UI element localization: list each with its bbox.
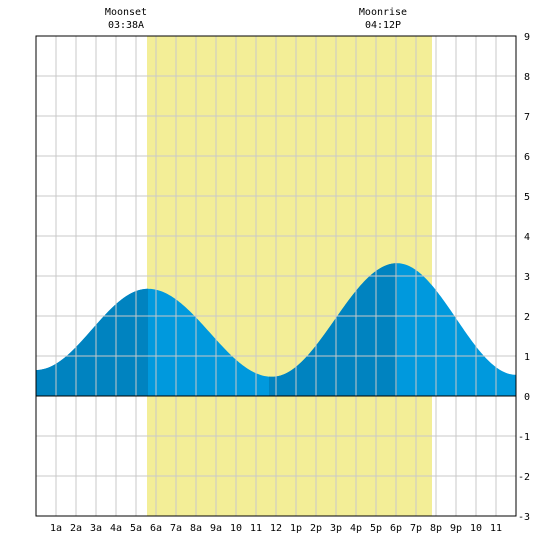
x-tick-label: 5p <box>370 523 382 534</box>
x-tick-label: 6p <box>390 523 402 534</box>
x-tick-label: 1p <box>290 523 302 534</box>
y-axis-labels: -3 -2 -1 0 1 2 3 4 5 6 7 8 9 <box>518 32 530 523</box>
x-tick-label: 6a <box>150 523 162 534</box>
x-tick-label: 9a <box>210 523 222 534</box>
y-tick-label: 8 <box>524 72 530 83</box>
x-tick-label: 11 <box>490 523 502 534</box>
y-tick-label: 0 <box>524 392 530 403</box>
y-tick-label: 5 <box>524 192 530 203</box>
x-tick-label: 8p <box>430 523 442 534</box>
x-tick-label: 4p <box>350 523 362 534</box>
moonrise-label: Moonrise <box>359 7 407 18</box>
x-tick-label: 2p <box>310 523 322 534</box>
x-tick-label: 2a <box>70 523 82 534</box>
x-tick-label: 10 <box>470 523 482 534</box>
y-tick-label: -2 <box>518 472 530 483</box>
moonset-time: 03:38A <box>108 20 144 31</box>
y-tick-label: 1 <box>524 352 530 363</box>
plot-frame <box>35 35 517 517</box>
x-tick-label: 4a <box>110 523 122 534</box>
y-tick-label: 3 <box>524 272 530 283</box>
x-tick-label: 1a <box>50 523 62 534</box>
y-tick-label: -3 <box>518 512 530 523</box>
x-tick-label: 12 <box>270 523 282 534</box>
x-tick-label: 7p <box>410 523 422 534</box>
y-tick-label: 6 <box>524 152 530 163</box>
x-axis-labels: 1a 2a 3a 4a 5a 6a 7a 8a 9a 10 11 12 1p 2p 3p 4p 5p 6p 7p 8p… <box>50 523 502 534</box>
x-tick-label: 9p <box>450 523 462 534</box>
x-tick-label: 11 <box>250 523 262 534</box>
x-tick-label: 3p <box>330 523 342 534</box>
y-tick-label: 2 <box>524 312 530 323</box>
tide-area-dark-2 <box>269 263 397 396</box>
x-tick-label: 10 <box>230 523 242 534</box>
y-tick-label: 9 <box>524 32 530 43</box>
tide-area-dark-1 <box>36 288 148 396</box>
moonset-label: Moonset <box>105 7 147 18</box>
x-tick-label: 3a <box>90 523 102 534</box>
moonrise-time: 04:12P <box>365 20 401 31</box>
grid-lines <box>36 36 516 516</box>
y-tick-label: 7 <box>524 112 530 123</box>
y-tick-label: 4 <box>524 232 530 243</box>
x-tick-label: 7a <box>170 523 182 534</box>
x-tick-label: 8a <box>190 523 202 534</box>
y-tick-label: -1 <box>518 432 530 443</box>
x-tick-label: 5a <box>130 523 142 534</box>
